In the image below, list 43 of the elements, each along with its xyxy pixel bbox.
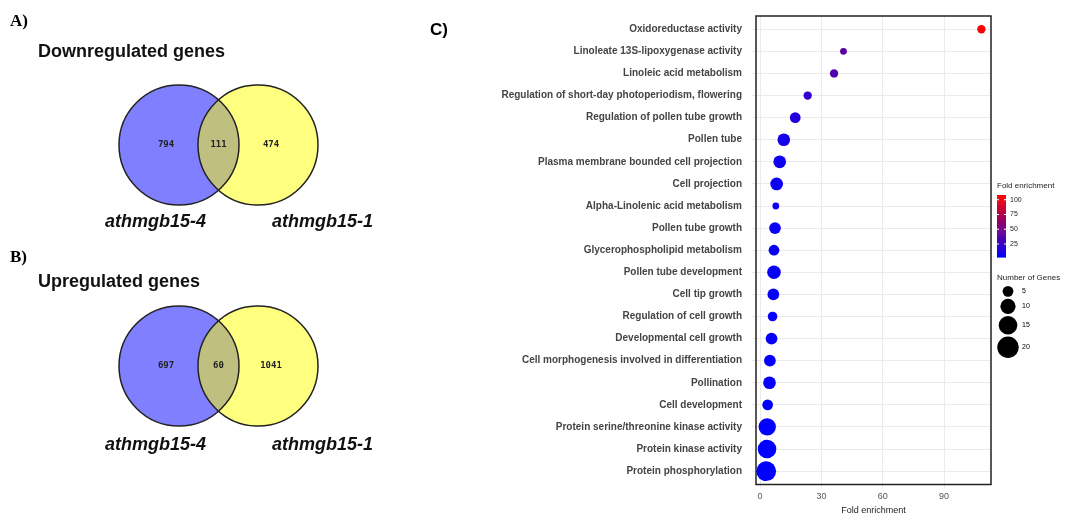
data-label: 697 [157,360,175,371]
y-tick-label: Glycerophospholipid metabolism [583,243,743,255]
data-label: 794 [157,139,175,150]
y-tick-label: Oxidoreductase activity [629,23,743,35]
x-tick-label: 30 [816,491,827,502]
y-tick-label: Pollen tube growth [652,221,742,233]
text: Upregulated genes [38,270,201,291]
legend-title: Number of Genes [997,273,1061,283]
text: A) [10,11,28,31]
data-label: 1041 [260,360,282,371]
y-tick-label: Plasma membrane bounded cell projection [538,155,742,167]
data-label: 111 [210,139,227,150]
color-bar-title: Fold enrichment [997,181,1056,191]
y-tick-label: Developmental cell growth [615,332,742,344]
y-tick-label: Cell development [659,398,743,410]
data-label: 474 [262,139,280,150]
text: B) [10,247,27,267]
y-tick-label: Protein kinase activity [636,442,743,454]
x-axis-title: Fold enrichment [841,505,907,516]
y-tick-label: Cell projection [672,177,742,189]
category-label: athmgb15-1 [272,210,374,231]
x-tick-label: 0 [757,491,763,502]
category-label: athmgb15-4 [105,210,207,231]
y-tick-label: Regulation of cell growth [622,310,742,322]
text: C) [430,19,448,39]
x-tick-label: 90 [938,491,950,502]
y-tick-label: Protein serine/threonine kinase activity [555,420,743,432]
y-tick-label: Pollen tube development [623,266,743,278]
y-tick-label: Linoleic acid metabolism [623,67,743,79]
data-label: 60 [213,360,224,371]
y-tick-label: Alpha-Linolenic acid metabolism [585,199,743,211]
y-tick-label: Pollination [690,376,742,388]
y-tick-label: Regulation of short-day photoperiodism, flowering [501,89,742,101]
y-tick-label: Linoleate 13S-lipoxygenase activity [573,45,743,57]
y-tick-label: Pollen tube [688,133,743,145]
text: Downregulated genes [38,40,226,61]
category-label: athmgb15-1 [272,433,374,454]
y-tick-label: Regulation of pollen tube growth [585,111,742,123]
y-tick-label: Protein phosphorylation [626,464,742,476]
y-tick-label: Cell morphogenesis involved in differentiation [521,354,742,366]
y-tick-label: Cell tip growth [672,288,742,300]
category-label: athmgb15-4 [105,433,207,454]
x-tick-label: 60 [877,491,888,502]
